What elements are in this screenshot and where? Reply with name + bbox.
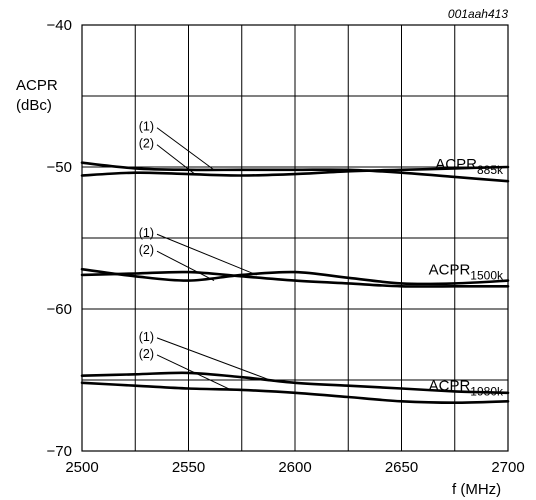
x-tick-label: 2600 bbox=[278, 459, 311, 476]
grid-lines bbox=[81, 24, 509, 452]
y-tick-label: −40 bbox=[47, 17, 72, 34]
data-series bbox=[80, 161, 510, 404]
y-tick-label: −50 bbox=[47, 159, 72, 176]
reference-label: (2) bbox=[139, 243, 154, 257]
reference-label: (1) bbox=[139, 330, 154, 344]
y-axis-label-line1: ACPR bbox=[16, 77, 58, 94]
series-label-subscript: 1500k bbox=[470, 268, 504, 282]
x-axis-label: f (MHz) bbox=[452, 481, 501, 498]
reference-label: (1) bbox=[139, 120, 154, 134]
leader-line bbox=[156, 250, 215, 282]
series-label-subscript: 1980k bbox=[470, 385, 504, 399]
series-line-885k-1 bbox=[80, 161, 510, 183]
y-tick-label: −70 bbox=[47, 443, 72, 460]
reference-label: (1) bbox=[139, 226, 154, 240]
leader-line bbox=[156, 233, 257, 276]
series-label-1980k: ACPR1980k bbox=[429, 378, 504, 399]
document-id: 001aah413 bbox=[448, 7, 508, 21]
leader-line bbox=[156, 354, 232, 391]
leader-line bbox=[156, 337, 274, 382]
series-label-1500k: ACPR1500k bbox=[429, 261, 504, 282]
annotations: ACPR885kACPR1500kACPR1980k(1)(2)(1)(2)(1… bbox=[139, 120, 504, 399]
x-tick-label: 2700 bbox=[491, 459, 524, 476]
x-tick-label: 2550 bbox=[172, 459, 205, 476]
plot-frame bbox=[81, 24, 509, 452]
series-line-1980k-1 bbox=[80, 371, 510, 395]
series-label-subscript: 885k bbox=[477, 163, 504, 177]
series-label-main: ACPR bbox=[429, 378, 471, 395]
y-tick-label: −60 bbox=[47, 301, 72, 318]
series-line-885k-2 bbox=[80, 165, 510, 177]
series-line-1500k-1 bbox=[80, 267, 510, 286]
series-label-main: ACPR bbox=[435, 156, 477, 173]
tick-labels: 2500 2550 2600 2650 2700 −40 −50 −60 −70 bbox=[47, 17, 525, 476]
series-label-main: ACPR bbox=[429, 261, 471, 278]
x-tick-label: 2500 bbox=[65, 459, 98, 476]
reference-label: (2) bbox=[139, 347, 154, 361]
leader-line bbox=[156, 127, 215, 171]
series-line-1980k-2 bbox=[80, 381, 510, 404]
reference-label: (2) bbox=[139, 137, 154, 151]
x-tick-label: 2650 bbox=[385, 459, 418, 476]
leader-line bbox=[156, 144, 196, 175]
series-label-885k: ACPR885k bbox=[435, 156, 504, 177]
y-axis-label-line2: (dBc) bbox=[16, 97, 52, 114]
series-line-1500k-2 bbox=[80, 270, 510, 288]
